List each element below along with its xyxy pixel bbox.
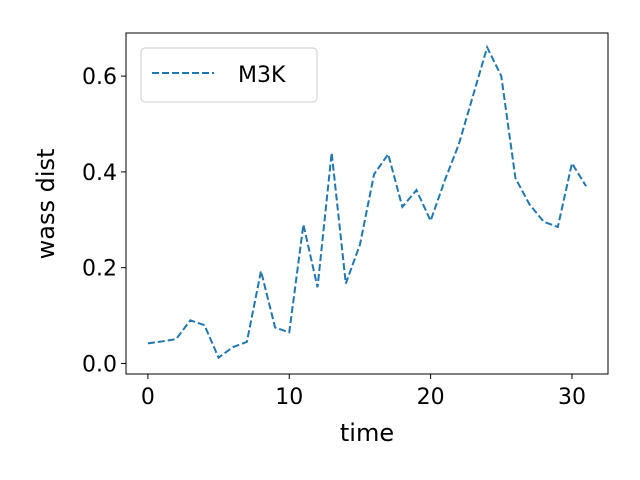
x-tick-label: 20	[417, 385, 445, 410]
y-tick-label: 0.6	[82, 65, 117, 90]
series-line-m3k	[147, 44, 587, 360]
x-tick-label: 30	[558, 385, 586, 410]
legend-box	[140, 47, 318, 103]
x-tick-label: 10	[275, 385, 303, 410]
y-axis-label: wass dist	[32, 149, 60, 260]
y-axis: 0.0 0.2 0.4 0.6	[82, 65, 126, 377]
x-axis-label: time	[340, 419, 394, 447]
y-tick-label: 0.2	[82, 257, 117, 282]
y-tick-label: 0.4	[82, 161, 117, 186]
legend: M3K	[140, 47, 318, 103]
x-axis: 0 10 20 30	[141, 374, 586, 410]
legend-label: M3K	[238, 63, 286, 88]
plot-frame	[125, 32, 609, 375]
y-tick-label: 0.0	[82, 352, 117, 377]
plot-area	[147, 44, 587, 360]
x-tick-label: 0	[141, 385, 155, 410]
